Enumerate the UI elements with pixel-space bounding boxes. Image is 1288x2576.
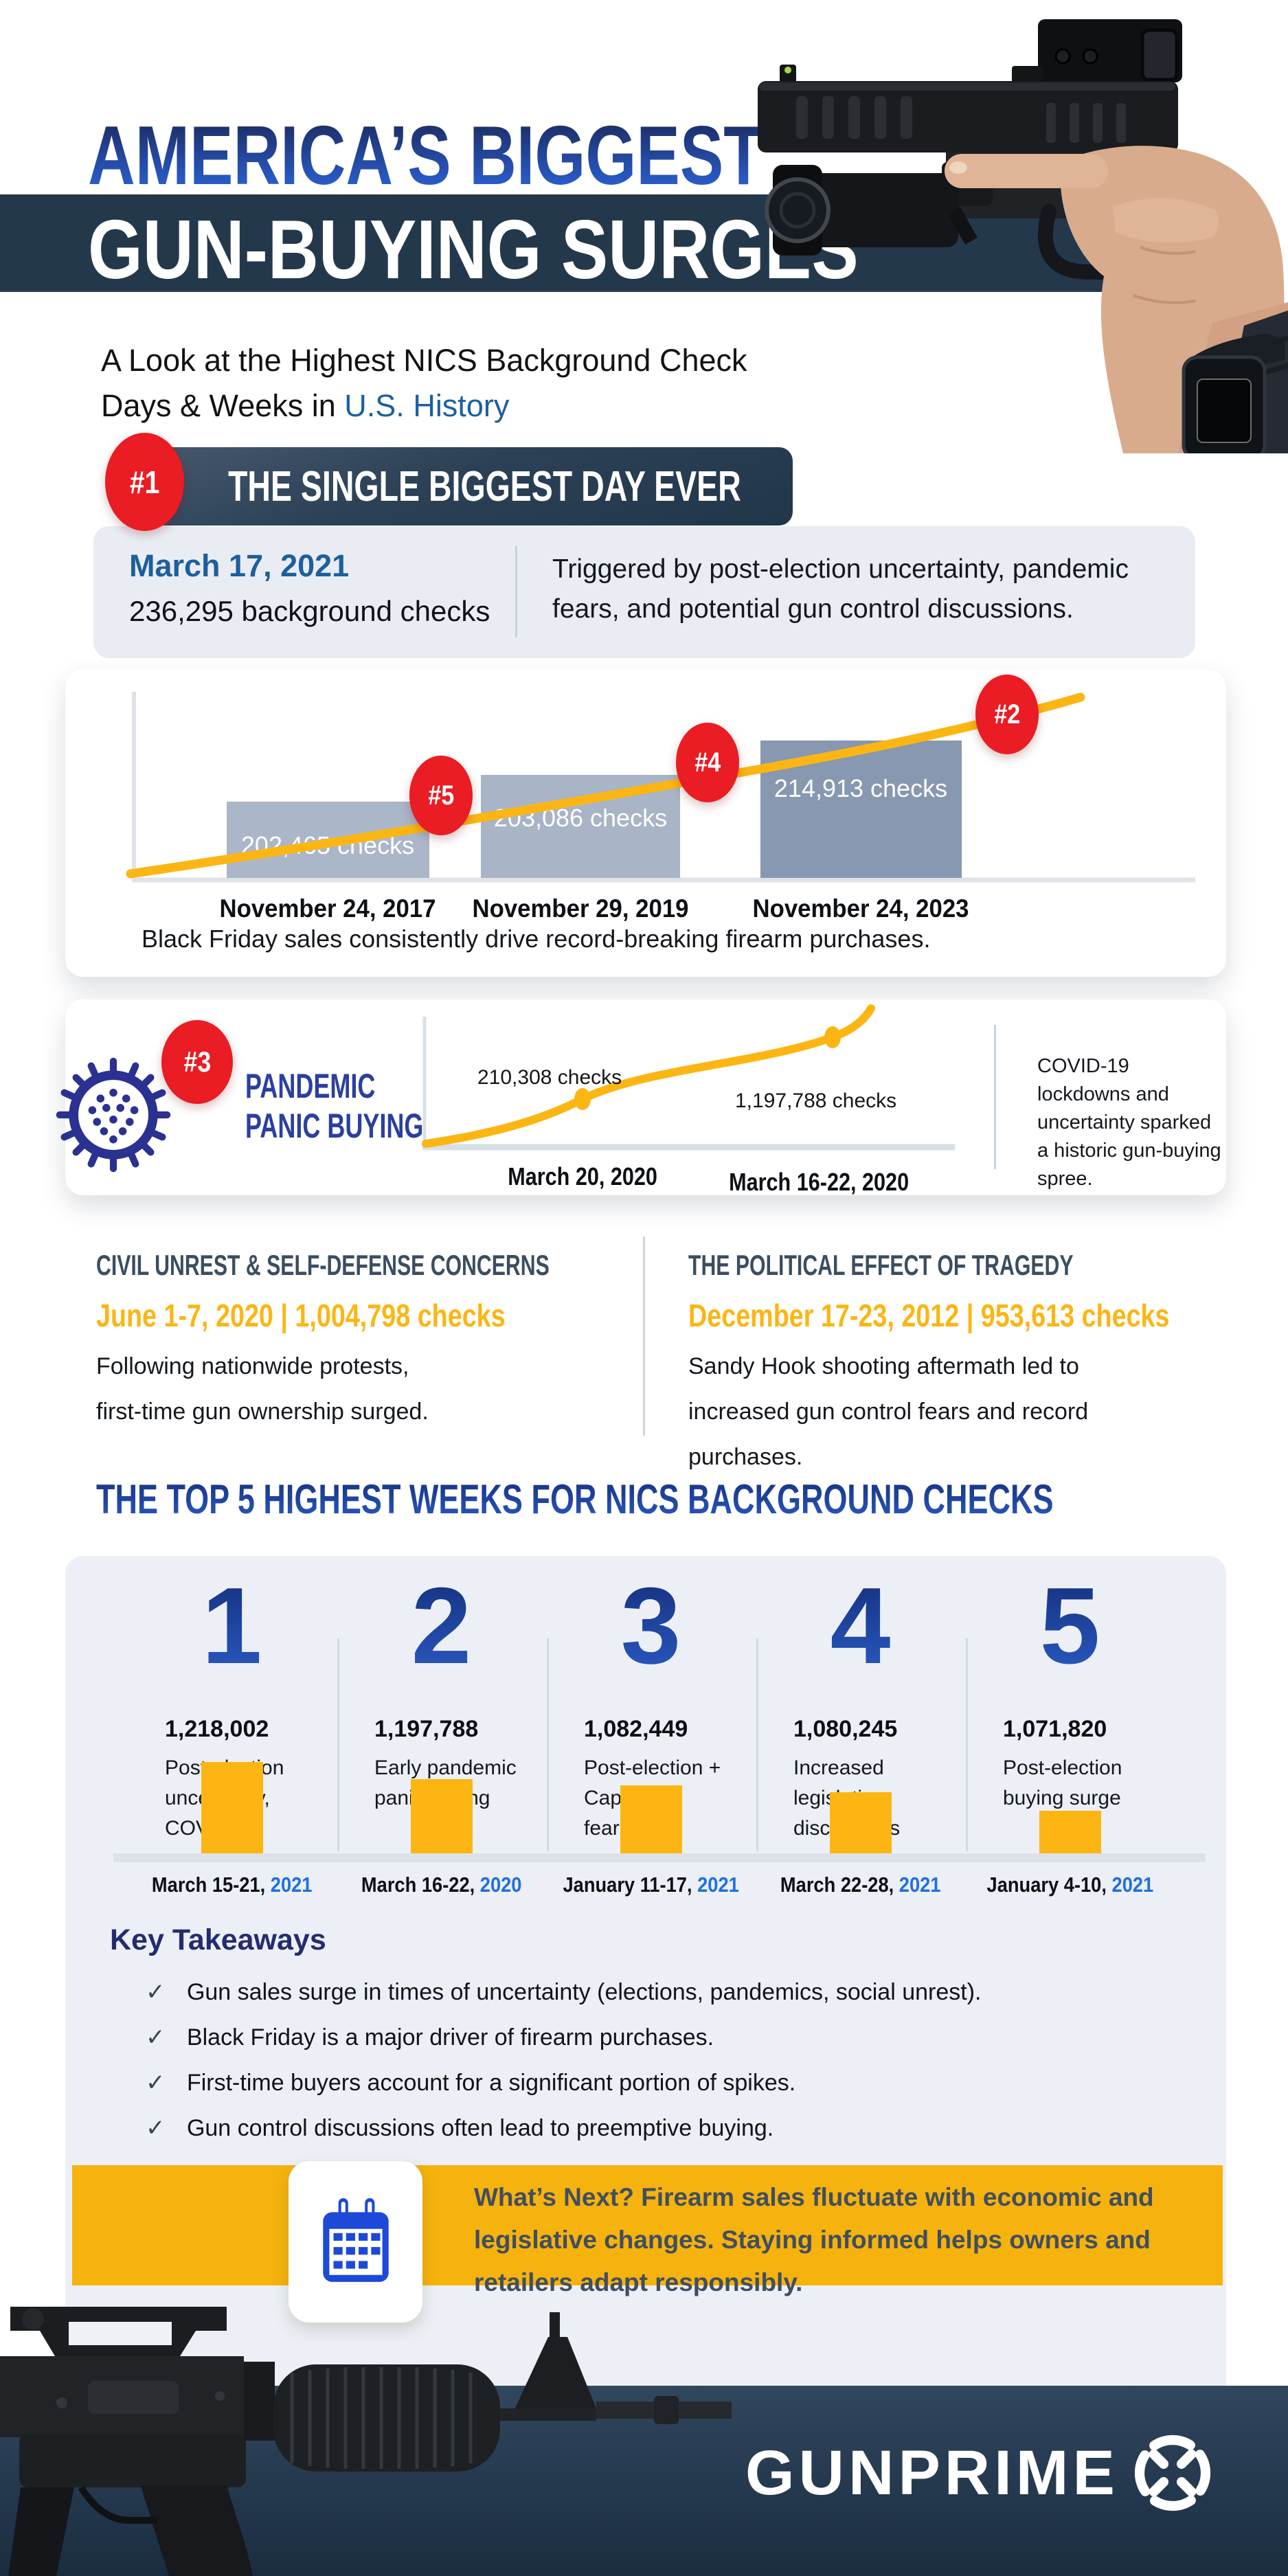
svg-text:November 24, 2017: November 24, 2017 [220,894,436,923]
svg-text:November 29, 2019: November 29, 2019 [473,894,689,923]
pistol-in-hand-photo [758,19,1288,453]
virus-icon [56,1057,171,1173]
top5-value: 1,082,449 [584,1716,688,1742]
divider [966,1638,968,1851]
top5-heading: THE TOP 5 HIGHEST WEEKS FOR NICS BACKGRO… [96,1476,1054,1522]
key-takeaway-item: ✓ First-time buyers account for a signif… [146,2070,796,2096]
single-biggest-day-card: March 17, 2021 236,295 background checks… [93,526,1195,658]
biggest-day-date: March 17, 2021 [129,548,350,583]
checkmark-icon: ✓ [146,2024,166,2050]
pandemic-date-2: March 16-22, 2020 [729,1168,909,1196]
rifle-photo [0,2307,732,2576]
top5-value: 1,218,002 [165,1716,269,1742]
top5-value: 1,080,245 [793,1716,898,1742]
event-title: CIVIL UNREST & SELF-DEFENSE CONCERNS [96,1249,550,1281]
subtitle: A Look at the Highest NICS Background Ch… [101,338,747,429]
subtitle-line1: A Look at the Highest NICS Background Ch… [101,343,747,378]
brand-name: GUNPRIME [745,2437,1119,2508]
top5-value: 1,071,820 [1003,1716,1107,1742]
top5-bar [620,1785,682,1853]
whats-next-banner [72,2165,1223,2285]
single-biggest-day-banner: THE SINGLE BIGGEST DAY EVER [128,447,793,526]
whats-next-text: What’s Next? Firearm sales fluctuate wit… [474,2183,1154,2296]
top5-rank: 1 [127,1572,337,1680]
event-stat: June 1-7, 2020 | 1,004,798 checks [96,1298,506,1333]
pandemic-line-chart: 210,308 checks 1,197,788 checks [422,1004,955,1151]
top5-bar [411,1779,473,1853]
top5-rank: 5 [965,1572,1175,1680]
subtitle-line2: Days & Weeks in [101,388,345,423]
svg-text:1,197,788 checks: 1,197,788 checks [735,1089,896,1112]
top5-date: March 22-28, 2021 [780,1873,941,1897]
pandemic-card [65,999,1226,1195]
key-takeaways-heading: Key Takeaways [110,1923,326,1956]
top5-rank: 2 [337,1572,546,1680]
rank-badge-5: #5 [409,756,473,835]
top5-bar [201,1762,263,1853]
black-friday-caption: Black Friday sales consistently drive re… [142,925,931,953]
checkmark-icon: ✓ [146,2115,166,2141]
divider [994,1025,996,1169]
pandemic-title: PANDEMIC PANIC BUYING [245,1067,424,1145]
top5-baseline [113,1853,1206,1862]
top5-rank: 4 [756,1572,965,1680]
page-title-line2: GUN-BUYING SURGES [88,203,859,296]
top5-date: March 15-21, 2021 [151,1873,313,1897]
checkmark-icon: ✓ [146,1979,166,2005]
calendar-card [289,2161,422,2323]
biggest-day-value: 236,295 background checks [129,595,490,627]
top5-bar [830,1792,892,1853]
single-biggest-day-title: THE SINGLE BIGGEST DAY EVER [228,462,741,510]
event-political-tragedy: THE POLITICAL EFFECT OF TRAGEDY December… [688,1249,1275,1480]
pandemic-date-1: March 20, 2020 [508,1162,657,1190]
divider [547,1638,549,1851]
subtitle-highlight: U.S. History [344,388,510,423]
key-takeaway-item: ✓ Gun control discussions often lead to … [146,2115,774,2141]
top5-bar [1039,1811,1101,1853]
key-takeaway-item: ✓ Gun sales surge in times of uncertaint… [146,1979,982,2005]
svg-text:210,308 checks: 210,308 checks [477,1066,622,1089]
divider [337,1638,339,1851]
event-civil-unrest: CIVIL UNREST & SELF-DEFENSE CONCERNS Jun… [96,1249,725,1434]
top5-date: January 4-10, 2021 [986,1873,1153,1897]
divider [643,1236,645,1436]
rank-badge-3: #3 [161,1020,233,1104]
checkmark-icon: ✓ [146,2070,166,2096]
event-description: Following nationwide protests, first-tim… [96,1353,429,1425]
svg-text:November 24, 2023: November 24, 2023 [753,894,969,923]
top5-date: January 11-17, 2021 [563,1873,739,1897]
page-title-line1: AMERICA’S BIGGEST [88,109,764,202]
biggest-day-description: Triggered by post-election uncertainty, … [552,554,1129,624]
rank-badge-2: #2 [975,675,1039,754]
top5-rank: 3 [546,1572,756,1680]
event-stat: December 17-23, 2012 | 953,613 checks [688,1298,1170,1333]
pandemic-description: COVID-19 lockdowns and uncertainty spark… [1037,1055,1221,1190]
top5-value: 1,197,788 [374,1716,479,1742]
divider [515,545,517,637]
divider [756,1638,758,1851]
top5-description: Post-election buying surge [1003,1756,1122,1809]
scope-x-icon [1134,2434,1210,2511]
top5-date: March 16-22, 2020 [361,1873,522,1897]
key-takeaway-item: ✓ Black Friday is a major driver of fire… [146,2024,714,2050]
event-title: THE POLITICAL EFFECT OF TRAGEDY [688,1249,1074,1281]
black-friday-chart: 202,465 checks 203,086 checks 214,913 ch… [126,692,1195,923]
svg-text:214,913 checks: 214,913 checks [774,774,947,802]
footer-brand: GUNPRIME [745,2432,1214,2514]
rank-badge-4: #4 [676,723,739,802]
event-description: Sandy Hook shooting aftermath led to inc… [688,1353,1089,1470]
calendar-icon [322,2197,389,2282]
rank-badge-1: #1 [105,433,184,531]
